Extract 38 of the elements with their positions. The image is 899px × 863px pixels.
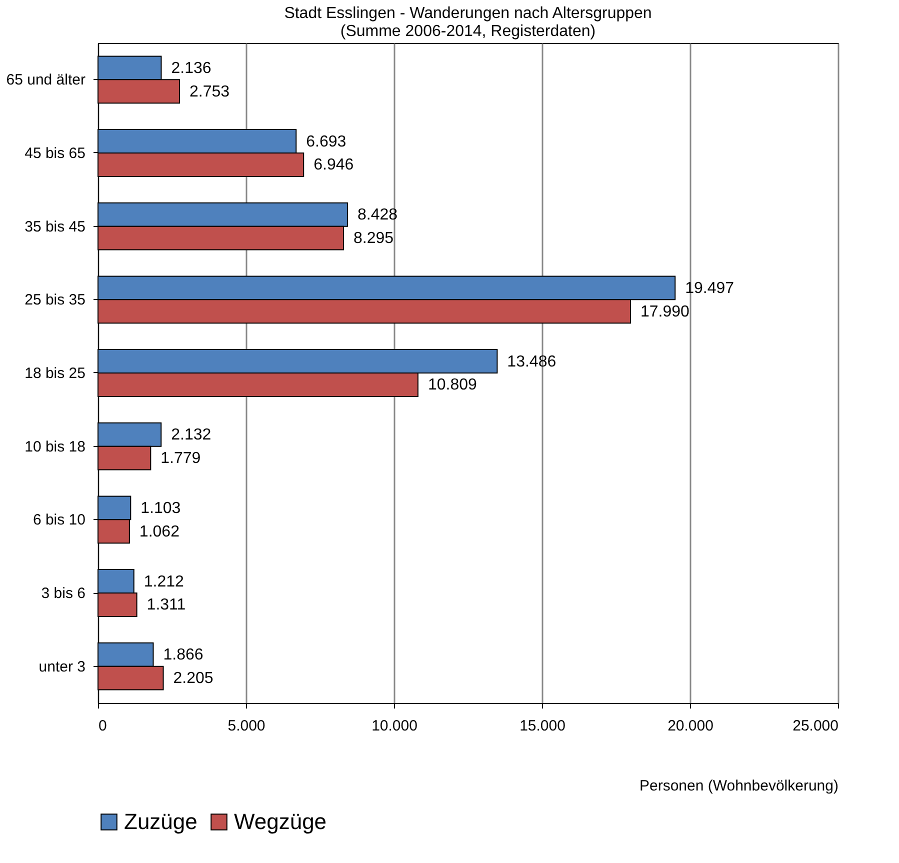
text: (Summe 2006-2014, Registerdaten) bbox=[340, 23, 596, 40]
x-tick-label: 0 bbox=[98, 718, 107, 734]
data-label: 10.809 bbox=[428, 376, 477, 394]
data-label: 6.693 bbox=[306, 133, 346, 150]
data-label: 2.753 bbox=[189, 83, 230, 100]
y-tick-label: 3 bis 6 bbox=[41, 585, 86, 602]
data-label: 2.132 bbox=[171, 426, 212, 444]
data-label: 6.946 bbox=[314, 156, 354, 174]
x-tick-label: 5.000 bbox=[228, 718, 266, 734]
data-label: 17.990 bbox=[640, 303, 690, 320]
y-tick-label: 6 bis 10 bbox=[32, 512, 86, 529]
y-tick-label: 65 und älter bbox=[6, 72, 86, 89]
x-tick-label: 20.000 bbox=[668, 718, 714, 734]
y-tick-label: unter 3 bbox=[38, 658, 86, 676]
data-label: 1.103 bbox=[140, 500, 181, 517]
data-label: 13.486 bbox=[507, 353, 556, 370]
legend-label: Wegzüge bbox=[234, 809, 327, 834]
data-label: 1.866 bbox=[163, 646, 204, 664]
data-label: 2.136 bbox=[171, 60, 212, 77]
x-tick-label: 10.000 bbox=[372, 718, 418, 734]
x-axis-title: Personen (Wohnbevölkerung) bbox=[639, 778, 838, 794]
data-label: 2.205 bbox=[173, 670, 214, 688]
y-tick-label: 25 bis 35 bbox=[24, 292, 86, 309]
data-label: 1.779 bbox=[160, 450, 201, 468]
y-tick-label: 10 bis 18 bbox=[24, 438, 86, 456]
text: Stadt Esslingen - Wanderungen nach Altersgruppen bbox=[284, 5, 652, 22]
y-tick-label: 45 bis 65 bbox=[24, 145, 86, 162]
data-label: 8.295 bbox=[354, 230, 394, 248]
data-label: 8.428 bbox=[357, 206, 398, 224]
data-label: 1.212 bbox=[144, 573, 184, 590]
y-tick-label: 18 bis 25 bbox=[24, 365, 86, 382]
legend-label: Zuzüge bbox=[124, 809, 198, 834]
data-label: 1.062 bbox=[139, 523, 180, 540]
x-tick-label: 15.000 bbox=[520, 718, 566, 734]
y-tick-label: 35 bis 45 bbox=[24, 218, 86, 236]
x-tick-label: 25.000 bbox=[792, 718, 838, 734]
data-label: 1.311 bbox=[146, 596, 186, 614]
data-label: 19.497 bbox=[685, 280, 734, 297]
